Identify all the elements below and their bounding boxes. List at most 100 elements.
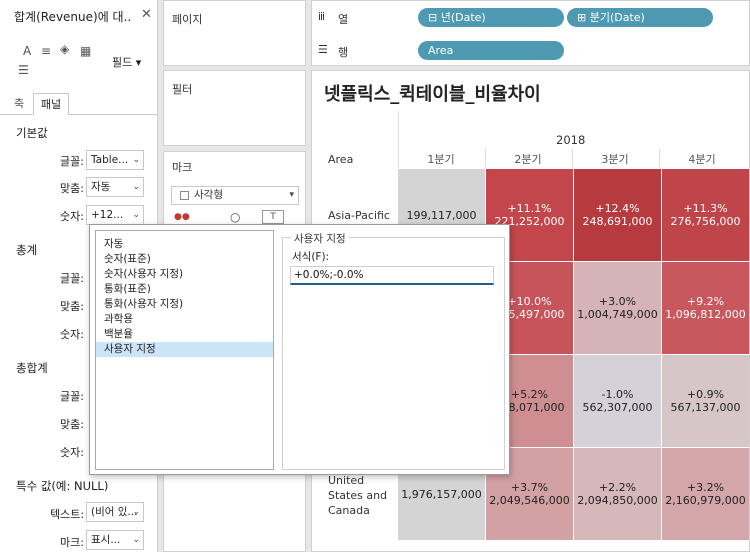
pages-shelf-label: 페이지 [172, 13, 203, 26]
region-label: Asia-Pacific [328, 209, 390, 222]
color-mark-icon[interactable]: ●● [174, 212, 190, 222]
format-option-auto[interactable]: 자동 [104, 238, 124, 250]
mark-type-value: 사각형 [194, 189, 223, 201]
close-icon[interactable]: ✕ [141, 7, 152, 22]
area-pill[interactable]: Area [418, 41, 564, 60]
quarter-date-pill[interactable]: ⊞ 분기(Date) [567, 8, 713, 27]
field-dropdown[interactable]: 필드 ▾ [112, 54, 141, 70]
default-font-value: Table... [91, 154, 129, 166]
number-format-list[interactable]: 자동 숫자(표준) 숫자(사용자 지정) 통화(표준) 통화(사용자 지정) 과… [95, 230, 274, 470]
special-text-value: (비어 있... [91, 506, 138, 518]
cell-value: 2,094,850,000 [577, 494, 658, 507]
pages-shelf[interactable]: 페이지 [163, 0, 306, 66]
size-mark-icon[interactable]: ○ [230, 210, 241, 224]
table-cell[interactable]: +2.2% 2,094,850,000 [574, 448, 661, 540]
cell-value: 1,096,812,000 [665, 308, 746, 321]
grand-font-label: 글꼴: [60, 390, 84, 403]
table-cell[interactable]: +11.3% 276,756,000 [662, 169, 749, 261]
chevron-down-icon: ▾ [135, 56, 142, 69]
columns-rows-shelves: ⅲ 열 ⊟ 년(Date) ⊞ 분기(Date) ☰ 행 Area [311, 0, 750, 66]
text-mark-icon[interactable]: T [262, 210, 284, 224]
format-option-scientific[interactable]: 과학용 [104, 313, 133, 325]
totals-numbers-label: 숫자: [60, 328, 84, 341]
rows-shelf-label: 행 [338, 46, 349, 59]
font-format-icon[interactable]: A [23, 44, 32, 58]
cell-pct: -1.0% [601, 388, 634, 401]
custom-format-group: 사용자 지정 서식(F): [282, 231, 505, 470]
default-align-select[interactable]: 자동 ⌄ [86, 177, 144, 197]
default-numbers-label: 숫자: [60, 210, 84, 223]
format-option-custom[interactable]: 사용자 지정 [96, 342, 273, 357]
grand-totals-section-title: 총합계 [16, 361, 48, 375]
format-option-number-standard[interactable]: 숫자(표준) [104, 253, 151, 265]
shading-format-icon[interactable]: ◈ [60, 42, 70, 56]
chevron-down-icon: ⌄ [132, 507, 140, 517]
cell-pct: +3.2% [686, 481, 725, 494]
cell-pct: +2.2% [598, 481, 637, 494]
default-section-title: 기본값 [16, 126, 48, 140]
align-format-icon[interactable]: ≡ [41, 44, 52, 58]
special-text-label: 텍스트: [50, 508, 85, 521]
table-cell[interactable]: +0.9% 567,137,000 [662, 355, 749, 447]
sheet-title: 넷플릭스_퀵테이블_비율차이 [324, 84, 541, 105]
cell-value: 2,049,546,000 [489, 494, 570, 507]
format-option-percentage[interactable]: 백분율 [104, 328, 133, 340]
special-text-select[interactable]: (비어 있... ⌄ [86, 502, 144, 522]
default-numbers-select[interactable]: +12... ⌄ [86, 205, 144, 225]
special-marks-select[interactable]: 표시... ⌄ [86, 530, 144, 550]
table-cell[interactable]: +3.2% 2,160,979,000 [662, 448, 749, 540]
region-label: United States and Canada [328, 474, 388, 517]
chevron-down-icon: ⌄ [132, 535, 140, 545]
tab-axis[interactable]: 축 [13, 97, 25, 110]
table-cell[interactable]: +3.0% 1,004,749,000 [574, 262, 661, 354]
quarter-divider [572, 149, 573, 167]
format-pane-header: 합계(Revenue)에 대... [6, 5, 156, 27]
number-format-popup: 자동 숫자(표준) 숫자(사용자 지정) 통화(표준) 통화(사용자 지정) 과… [89, 224, 510, 475]
chevron-down-icon: ▾ [289, 190, 294, 200]
format-option-currency-standard[interactable]: 통화(표준) [104, 283, 151, 295]
format-field-label: 서식(F): [292, 251, 330, 263]
format-option-number-custom[interactable]: 숫자(사용자 지정) [104, 268, 184, 280]
chevron-down-icon: ⌄ [132, 182, 140, 192]
default-numbers-value: +12... [91, 209, 124, 221]
mark-type-select[interactable]: 사각형 ▾ [171, 186, 299, 205]
year-header: 2018 [556, 133, 586, 147]
quarter-header: 4분기 [688, 153, 716, 166]
table-cell[interactable]: -1.0% 562,307,000 [574, 355, 661, 447]
tab-pane[interactable]: 패널 [33, 93, 69, 115]
cell-value: 276,756,000 [670, 215, 741, 228]
custom-format-input[interactable] [290, 266, 494, 285]
custom-format-group-title: 사용자 지정 [291, 231, 349, 246]
table-cell[interactable]: +9.2% 1,096,812,000 [662, 262, 749, 354]
special-marks-value: 표시... [91, 534, 121, 546]
cell-value: 221,252,000 [494, 215, 565, 228]
format-pane-title: 합계(Revenue)에 대... [14, 10, 132, 24]
special-values-section-title: 특수 값(예: NULL) [16, 479, 109, 493]
format-tabs: 축 패널 [0, 93, 157, 115]
totals-font-label: 글꼴: [60, 272, 84, 285]
quarter-divider [485, 149, 486, 167]
totals-align-label: 맞춤: [60, 300, 84, 313]
year-date-pill[interactable]: ⊟ 년(Date) [418, 8, 564, 27]
default-font-select[interactable]: Table... ⌄ [86, 150, 144, 170]
table-cell[interactable]: +11.1% 221,252,000 [486, 169, 573, 261]
lines-format-icon[interactable]: ☰ [18, 63, 29, 77]
cell-value: 975,497,000 [494, 308, 565, 321]
special-marks-label: 마크: [60, 536, 84, 549]
cell-pct: +11.3% [683, 202, 728, 215]
border-format-icon[interactable]: ▦ [80, 44, 92, 58]
cell-value: 199,117,000 [406, 208, 477, 222]
cell-value: 568,071,000 [494, 401, 565, 414]
quarter-divider [659, 149, 660, 167]
table-cell[interactable]: +12.4% 248,691,000 [574, 169, 661, 261]
chevron-down-icon: ⌄ [132, 155, 140, 165]
filters-shelf[interactable]: 필터 [163, 70, 306, 146]
grand-numbers-label: 숫자: [60, 446, 84, 459]
grand-align-label: 맞춤: [60, 418, 84, 431]
cell-value: 1,976,157,000 [401, 487, 482, 501]
default-font-label: 글꼴: [60, 155, 84, 168]
cell-pct: +9.2% [686, 295, 725, 308]
cell-pct: +10.0% [507, 295, 552, 308]
marks-card-label: 마크 [172, 161, 193, 174]
format-option-currency-custom[interactable]: 통화(사용자 지정) [104, 298, 184, 310]
